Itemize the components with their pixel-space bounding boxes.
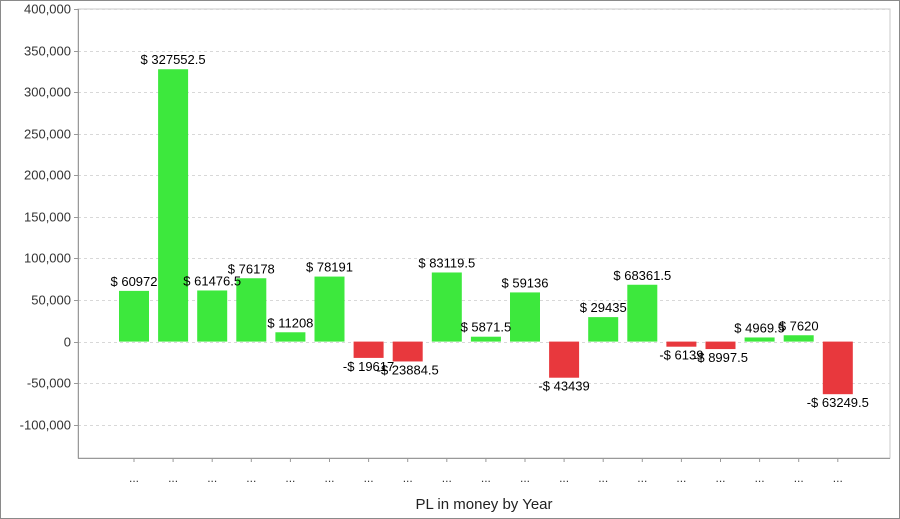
x-axis-title: PL in money by Year [415,496,552,513]
bar [197,290,228,342]
bar [549,341,580,378]
data-label: -$ 8997.5 [693,350,748,365]
bar [705,341,736,350]
bar [392,341,423,362]
x-tick-label: ... [403,471,413,485]
bar [275,332,306,342]
data-label: -$ 6139 [659,348,703,363]
x-tick-label: ... [755,471,765,485]
x-tick-label: ... [676,471,686,485]
x-tick-label: ... [794,471,804,485]
y-tick-label: 250,000 [24,127,71,142]
bar [353,341,384,358]
data-label: $ 4969.5 [734,320,785,335]
x-tick-label: ... [715,471,725,485]
data-label: $ 29435 [580,300,627,315]
x-tick-label: ... [285,471,295,485]
data-label: $ 76178 [228,261,275,276]
bar [666,341,697,347]
bar [783,335,814,342]
bar [822,341,853,395]
bar [627,284,658,342]
y-tick-label: -100,000 [20,418,71,433]
bar [470,336,501,342]
x-tick-label: ... [833,471,843,485]
bar [236,278,267,342]
y-tick-label: 100,000 [24,251,71,266]
x-tick-label: ... [324,471,334,485]
data-label: $ 60972 [111,274,158,289]
grid-lines [77,8,891,459]
x-tick-label: ... [481,471,491,485]
data-label: $ 83119.5 [418,255,475,270]
axes [74,9,890,462]
y-tick-label: 0 [64,335,71,350]
data-label: $ 59136 [502,275,549,290]
x-tick-label: ... [207,471,217,485]
x-tick-label: ... [442,471,452,485]
data-label: $ 327552.5 [141,52,206,67]
y-tick-label: 300,000 [24,85,71,100]
x-tick-label: ... [129,471,139,485]
y-tick-label: 200,000 [24,168,71,183]
data-labels: $ 60972 $ 327552.5 $ 61476.5$ 76178 $ 11208… [111,52,869,410]
bar [431,272,462,342]
x-tick-label: ... [520,471,530,485]
x-tick-label: ... [246,471,256,485]
x-tick-label: ... [637,471,647,485]
data-label: -$ 23884.5 [377,362,439,377]
data-label: $ 78191 [306,260,353,275]
bar [510,292,540,342]
y-tick-label: 400,000 [24,2,71,17]
y-tick-label: 50,000 [31,293,71,308]
data-label: $ 5871.5 [461,320,512,335]
x-tick-label: ... [598,471,608,485]
x-tick-label: ... [364,471,374,485]
bar [314,276,345,342]
data-label: $ 11208 [267,315,313,330]
data-label: $ 7620 [779,318,819,333]
data-label: -$ 63249.5 [807,395,869,410]
data-label: $ 68361.5 [613,268,671,283]
data-label: $ 61476.5 [183,273,241,288]
y-tick-labels: 400,000 350,000 300,000 250,000 200,000 150,0… [20,2,71,433]
x-tick-label: ... [168,471,178,485]
bar [744,337,775,342]
bar [158,69,189,342]
data-label: -$ 43439 [538,379,589,394]
y-tick-label: -50,000 [27,376,71,391]
y-tick-label: 350,000 [24,44,71,59]
x-tick-label: ... [559,471,569,485]
bars [119,69,853,395]
plot-area [77,8,891,459]
x-tick-labels: ........................................… [129,471,843,485]
bar [119,290,149,342]
data-label: -$ 19617 [343,359,394,374]
y-tick-label: 150,000 [24,210,71,225]
bar [588,317,619,342]
